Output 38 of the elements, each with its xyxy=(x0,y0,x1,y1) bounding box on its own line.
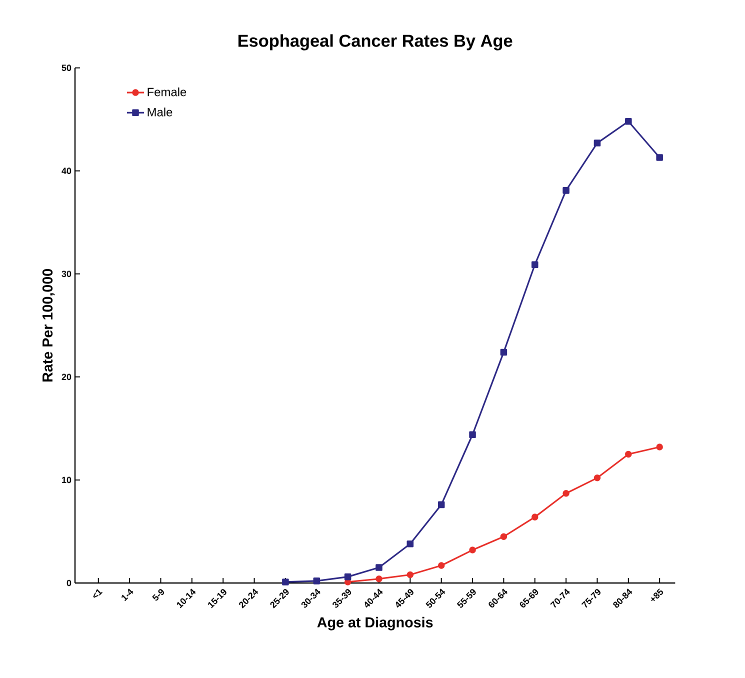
point xyxy=(594,140,601,146)
point xyxy=(406,571,414,578)
point xyxy=(344,573,352,580)
y-tick-label: 50 xyxy=(62,64,72,72)
x-axis-title: Age at Diagnosis xyxy=(317,616,433,630)
legend-label: Female xyxy=(148,87,186,96)
point xyxy=(531,514,538,520)
legend-label: Male xyxy=(148,108,172,116)
point xyxy=(562,490,570,497)
point xyxy=(531,261,538,268)
x-tick-label: 5-9 xyxy=(152,589,164,601)
point xyxy=(313,578,320,584)
y-tick-label: 10 xyxy=(62,476,72,484)
point xyxy=(376,564,382,571)
x-tick-label: 1-4 xyxy=(122,588,134,602)
point xyxy=(656,154,663,161)
chart-title: Esophageal Cancer Rates By Age xyxy=(238,34,512,50)
y-tick-label: 30 xyxy=(62,270,72,278)
y-tick-label: 40 xyxy=(62,168,72,174)
point xyxy=(656,444,663,450)
point xyxy=(594,474,601,482)
point xyxy=(438,501,445,508)
y-tick-label: 0 xyxy=(66,580,72,586)
point xyxy=(376,575,382,582)
point xyxy=(438,562,445,569)
point xyxy=(500,348,508,356)
point xyxy=(562,187,570,194)
point xyxy=(469,546,476,554)
point xyxy=(625,118,632,125)
y-tick-label: 20 xyxy=(62,374,72,380)
point xyxy=(406,540,414,548)
point xyxy=(469,431,476,438)
x-tick-label: <1 xyxy=(93,589,103,598)
point xyxy=(500,533,508,540)
point xyxy=(625,450,632,458)
point xyxy=(282,578,289,586)
x-tick-label: +85 xyxy=(651,588,664,602)
y-axis-title: Rate Per 100,000 xyxy=(42,269,55,382)
